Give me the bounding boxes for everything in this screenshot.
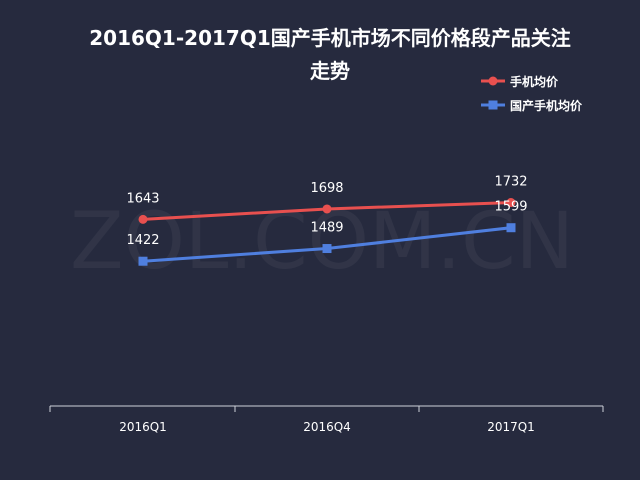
data-label: 1643	[126, 191, 159, 206]
x-tick-label: 2016Q4	[303, 420, 351, 434]
data-label: 1732	[494, 175, 527, 190]
watermark: ZOL.COM.CN	[70, 197, 574, 287]
data-label: 1422	[126, 233, 159, 248]
series-layer: 1643 1698 1732 1422 1489 1599	[126, 175, 528, 266]
series-2: 1422 1489 1599	[126, 200, 528, 266]
data-label: 1489	[310, 221, 343, 236]
legend-marker	[488, 76, 498, 86]
x-tick-label: 2017Q1	[487, 420, 535, 434]
data-label: 1599	[494, 200, 527, 215]
data-point	[506, 223, 516, 233]
legend-label: 国产手机均价	[510, 98, 583, 113]
data-point	[138, 256, 148, 266]
x-tick-label: 2016Q1	[119, 420, 167, 434]
legend-item: 国产手机均价	[481, 98, 583, 113]
data-point	[506, 198, 516, 208]
chart-title-line2: 走势	[310, 59, 350, 83]
series-1: 1643 1698 1732	[126, 175, 528, 224]
legend-marker	[488, 100, 498, 110]
data-label: 1698	[310, 181, 343, 196]
legend-item: 手机均价	[481, 74, 559, 89]
data-point	[322, 244, 332, 254]
data-point	[138, 214, 148, 224]
data-point	[322, 204, 332, 214]
x-axis: 2016Q1 2016Q4 2017Q1	[49, 405, 604, 434]
legend-label: 手机均价	[510, 74, 559, 89]
chart-title-line1: 2016Q1-2017Q1国产手机市场不同价格段产品关注	[89, 26, 570, 50]
